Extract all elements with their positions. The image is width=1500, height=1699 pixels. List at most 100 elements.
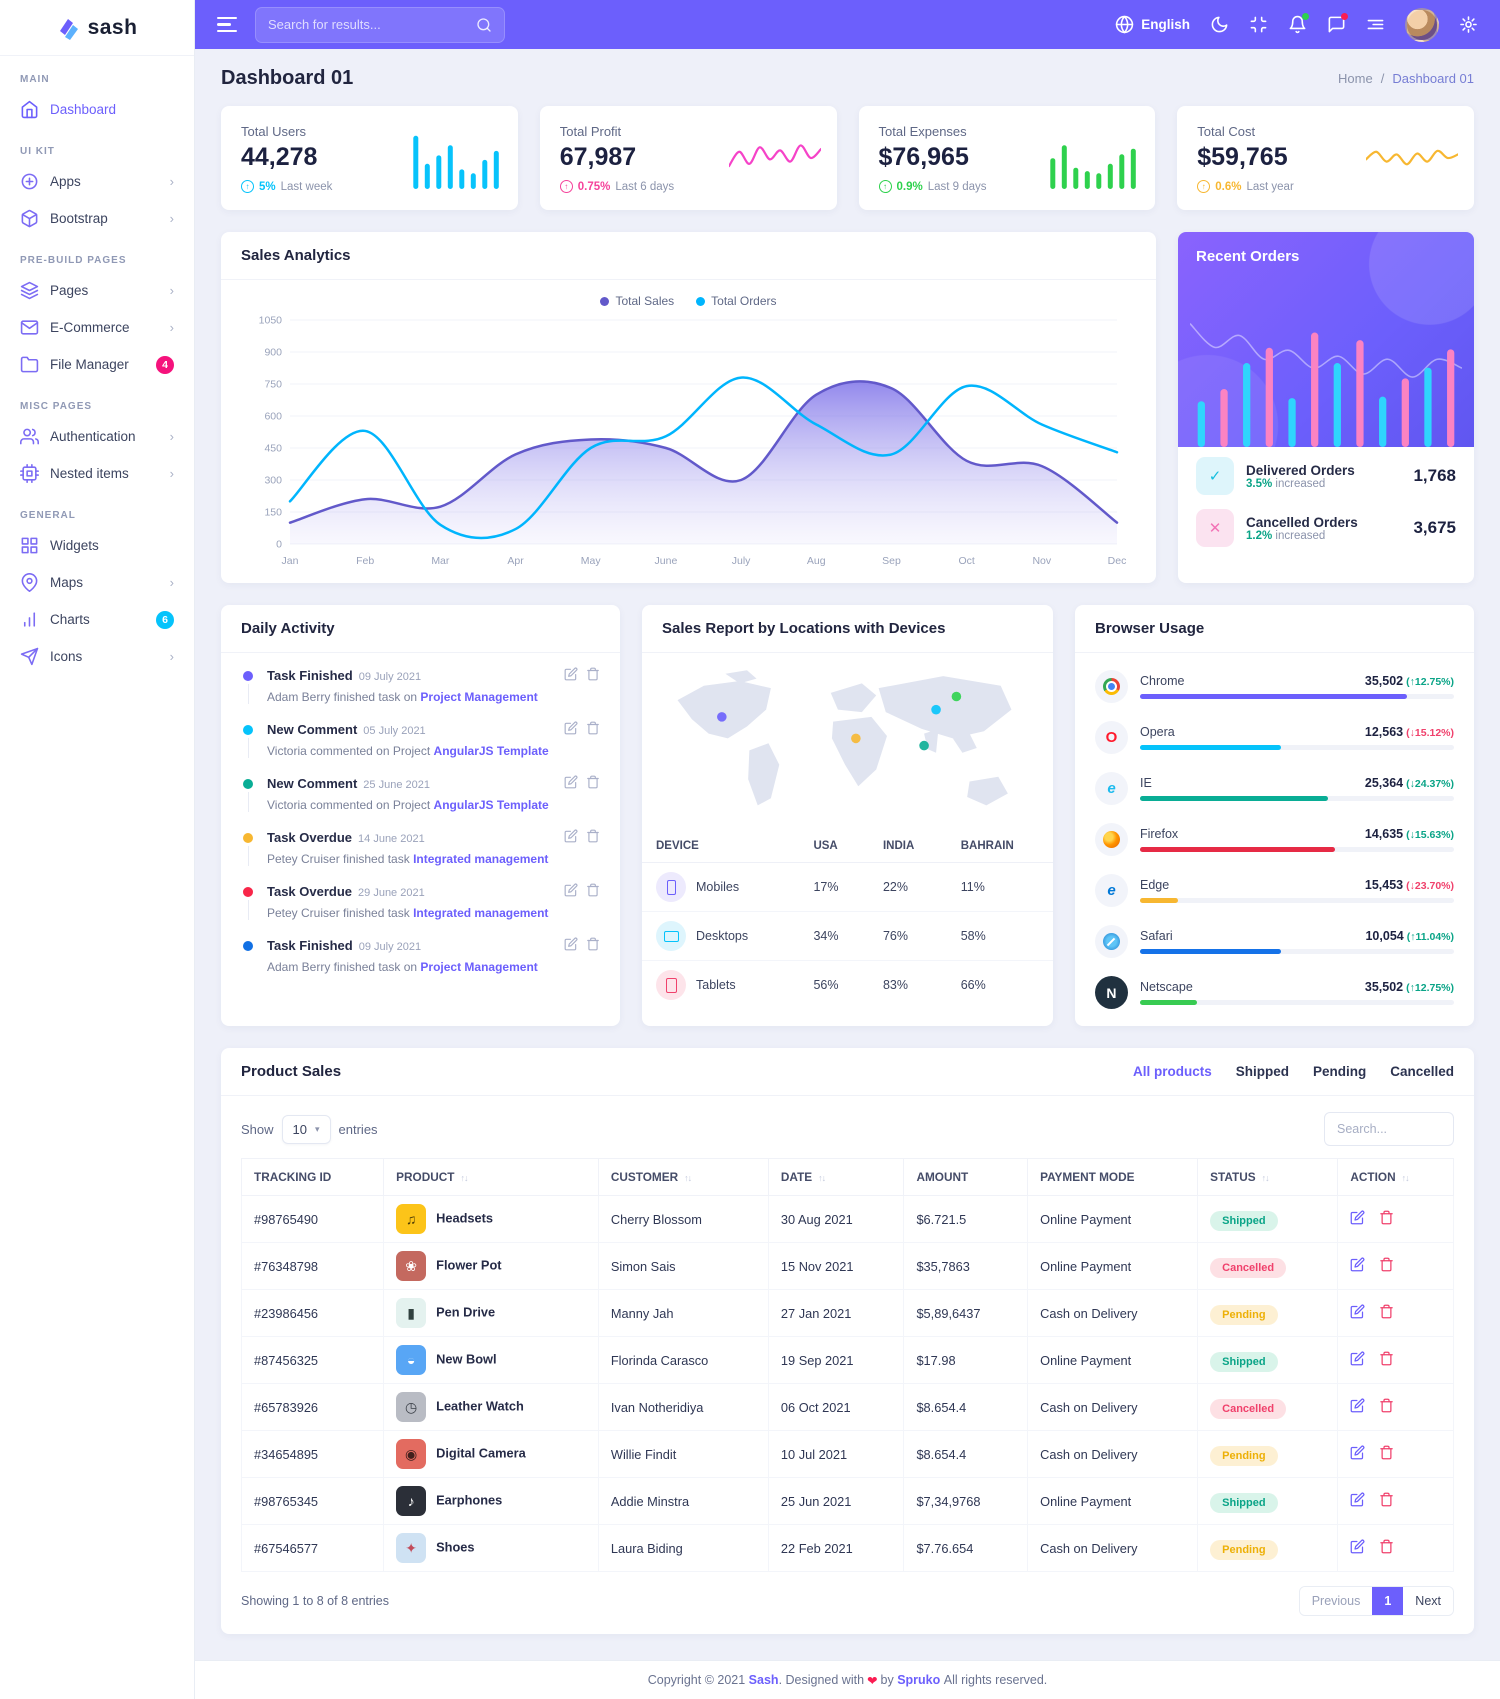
sidebar-item-bootstrap[interactable]: Bootstrap › xyxy=(0,200,194,237)
stat-value: $59,765 xyxy=(1197,143,1288,172)
activity-dot xyxy=(243,941,253,952)
notifications-button[interactable] xyxy=(1288,13,1309,34)
edit-icon[interactable] xyxy=(1350,1398,1365,1413)
trash-icon[interactable] xyxy=(586,937,600,951)
trash-icon[interactable] xyxy=(1379,1398,1394,1413)
trash-icon[interactable] xyxy=(586,775,600,789)
product-sales-tab[interactable]: Pending xyxy=(1312,1064,1367,1080)
activity-link[interactable]: AngularJS Template xyxy=(433,798,549,813)
search-icon[interactable] xyxy=(476,17,492,33)
edit-icon[interactable] xyxy=(564,721,578,735)
chevron-right-icon: › xyxy=(169,211,174,226)
product-name: New Bowl xyxy=(436,1351,497,1367)
svg-text:June: June xyxy=(655,555,678,567)
pagination-previous[interactable]: Previous xyxy=(1299,1587,1373,1616)
trash-icon[interactable] xyxy=(1379,1445,1394,1460)
sidebar-toggle-icon[interactable] xyxy=(217,16,237,33)
sidebar-item-pages[interactable]: Pages › xyxy=(0,272,194,309)
browser-name: IE xyxy=(1139,776,1152,791)
footer-designer-link[interactable]: Spruko xyxy=(897,1673,941,1688)
edit-icon[interactable] xyxy=(1350,1210,1365,1225)
edit-icon[interactable] xyxy=(564,829,578,843)
search-input[interactable] xyxy=(268,17,476,33)
footer-brand-link[interactable]: Sash xyxy=(748,1673,779,1688)
sidebar-item-e-commerce[interactable]: E-Commerce › xyxy=(0,309,194,346)
table-search-input[interactable] xyxy=(1324,1112,1454,1147)
legend-total-sales[interactable]: Total Sales xyxy=(600,294,674,308)
activity-link[interactable]: Integrated management xyxy=(413,906,549,921)
edit-icon[interactable] xyxy=(1350,1351,1365,1366)
sidebar-item-icons[interactable]: Icons › xyxy=(0,638,194,675)
product-sales-tab[interactable]: All products xyxy=(1132,1064,1212,1080)
activity-link[interactable]: Project Management xyxy=(420,690,538,705)
trash-icon[interactable] xyxy=(1379,1304,1394,1319)
svg-text:Oct: Oct xyxy=(958,555,974,567)
dark-mode-toggle[interactable] xyxy=(1210,15,1229,34)
trash-icon[interactable] xyxy=(586,667,600,681)
trash-icon[interactable] xyxy=(1379,1351,1394,1366)
user-avatar[interactable] xyxy=(1405,7,1439,42)
col-customer[interactable]: CUSTOMER ↑↓ xyxy=(597,1158,769,1197)
table-row: #87456325 ◒ New Bowl Florinda Carasco 19 … xyxy=(240,1336,1454,1385)
edit-icon[interactable] xyxy=(564,883,578,897)
activity-link[interactable]: AngularJS Template xyxy=(433,744,549,759)
trash-icon[interactable] xyxy=(1379,1539,1394,1554)
col-status[interactable]: STATUS ↑↓ xyxy=(1197,1158,1339,1197)
product-sales-tab[interactable]: Cancelled xyxy=(1390,1064,1454,1080)
sidebar-item-apps[interactable]: Apps › xyxy=(0,163,194,200)
messages-button[interactable] xyxy=(1327,13,1348,34)
col-product[interactable]: PRODUCT ↑↓ xyxy=(383,1158,599,1197)
folder-icon xyxy=(20,355,39,374)
sidebar: sash MAIN Dashboard UI KIT Apps › Bootst… xyxy=(0,0,195,1699)
fullscreen-toggle[interactable] xyxy=(1249,15,1268,34)
edit-icon[interactable] xyxy=(1350,1492,1365,1507)
trash-icon[interactable] xyxy=(586,721,600,735)
sidebar-item-charts[interactable]: Charts 6 xyxy=(0,601,194,638)
activity-link[interactable]: Integrated management xyxy=(413,852,549,867)
sidebar-item-nested-items[interactable]: Nested items › xyxy=(0,455,194,492)
edit-icon[interactable] xyxy=(1350,1257,1365,1272)
trash-icon[interactable] xyxy=(1379,1257,1394,1272)
table-row: #98765345 ♪ Earphones Addie Minstra 25 Ju… xyxy=(240,1477,1454,1526)
shortcuts-button[interactable] xyxy=(1366,15,1385,34)
col-date[interactable]: DATE ↑↓ xyxy=(767,1158,905,1197)
legend-total-orders[interactable]: Total Orders xyxy=(696,294,777,308)
settings-button[interactable] xyxy=(1459,15,1478,34)
table-summary: Showing 1 to 8 of 8 entries xyxy=(241,1594,390,1609)
sidebar-item-file-manager[interactable]: File Manager 4 xyxy=(0,346,194,383)
trash-icon[interactable] xyxy=(1379,1210,1394,1225)
breadcrumb-home[interactable]: Home xyxy=(1338,71,1373,87)
product-sales-tab[interactable]: Shipped xyxy=(1235,1064,1289,1080)
entries-label: entries xyxy=(338,1121,378,1137)
edit-icon[interactable] xyxy=(564,667,578,681)
sidebar-item-dashboard[interactable]: Dashboard xyxy=(0,91,194,128)
col-bahrain: BAHRAIN xyxy=(946,830,1053,864)
order-date: 15 Nov 2021 xyxy=(767,1242,905,1291)
stat-change: 5% xyxy=(259,180,276,193)
edit-icon[interactable] xyxy=(564,937,578,951)
brand-logo[interactable]: sash xyxy=(0,0,194,56)
trash-icon[interactable] xyxy=(586,829,600,843)
sidebar-item-authentication[interactable]: Authentication › xyxy=(0,418,194,455)
language-selector[interactable]: English xyxy=(1115,15,1190,34)
activity-link[interactable]: Project Management xyxy=(420,960,538,975)
edit-icon[interactable] xyxy=(1350,1539,1365,1554)
sidebar-item-maps[interactable]: Maps › xyxy=(0,564,194,601)
trash-icon[interactable] xyxy=(586,883,600,897)
sales-report-card: Sales Report by Locations with Devices D… xyxy=(642,605,1053,1027)
pagination-page-1[interactable]: 1 xyxy=(1372,1587,1404,1616)
page-size-select[interactable]: 10 ▾ xyxy=(281,1114,331,1144)
edit-icon[interactable] xyxy=(1350,1445,1365,1460)
col-tracking-id[interactable]: TRACKING ID xyxy=(240,1158,385,1197)
stat-cards: Total Users 44,278 ↑ 5% Last week Total … xyxy=(221,106,1474,211)
col-action[interactable]: ACTION ↑↓ xyxy=(1337,1158,1454,1197)
pagination: Previous 1 Next xyxy=(1298,1586,1454,1617)
col-payment-mode[interactable]: PAYMENT MODE xyxy=(1027,1158,1199,1197)
trash-icon[interactable] xyxy=(1379,1492,1394,1507)
col-india: INDIA xyxy=(868,830,947,864)
sidebar-item-widgets[interactable]: Widgets xyxy=(0,527,194,564)
edit-icon[interactable] xyxy=(564,775,578,789)
pagination-next[interactable]: Next xyxy=(1403,1587,1453,1616)
col-amount[interactable]: AMOUNT xyxy=(903,1158,1029,1197)
edit-icon[interactable] xyxy=(1350,1304,1365,1319)
